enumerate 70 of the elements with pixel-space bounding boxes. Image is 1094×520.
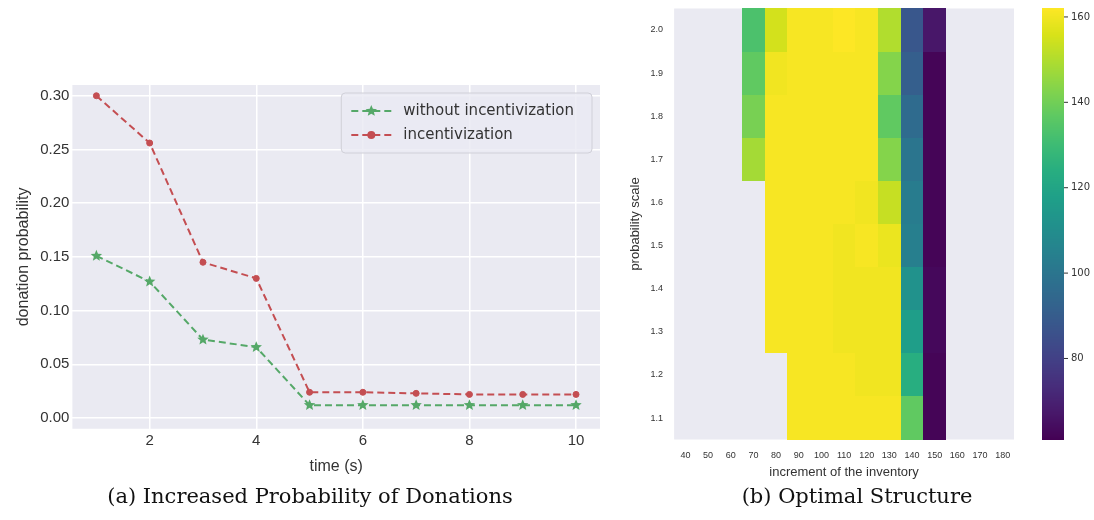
x-tick-label: 130 (881, 450, 897, 461)
x-tick-label: 2 (145, 430, 154, 448)
x-tick-label: 150 (927, 450, 943, 461)
y-tick-label: 1.6 (650, 196, 664, 207)
y-tick-label: 0.05 (40, 354, 70, 372)
color-bar-label: 160 (1071, 10, 1091, 22)
y-tick-label: 1.8 (650, 110, 664, 121)
point (359, 388, 367, 396)
y-tick-label: 0.00 (40, 408, 70, 426)
y-tick-label: 1.2 (650, 369, 664, 380)
x-tick-label: 4 (252, 430, 261, 448)
x-tick-label: 170 (972, 450, 988, 461)
point (92, 92, 100, 100)
point (143, 275, 156, 287)
x-tick-label: 50 (703, 450, 714, 461)
y-axis-title: donation probability (14, 187, 32, 327)
point (90, 249, 103, 261)
point (357, 399, 369, 411)
legend-label: without incentivization (403, 100, 575, 119)
y-tick-label: 0.15 (40, 247, 70, 265)
x-tick-label: 70 (748, 450, 759, 461)
point (252, 274, 260, 282)
x-tick-label: 8 (465, 430, 474, 448)
color-bar-label: 100 (1071, 266, 1091, 278)
x-tick-label: 80 (771, 450, 782, 461)
x-tick-label: 10 (567, 430, 585, 448)
y-tick-label: 0.25 (40, 139, 70, 157)
y-axis-title: probability scale (627, 177, 643, 271)
y-tick-label: 1.1 (650, 412, 664, 423)
y-tick-label: 1.7 (650, 153, 664, 164)
point (410, 399, 422, 411)
point (463, 399, 476, 411)
point (250, 341, 262, 352)
color-bar-label: 120 (1071, 181, 1091, 193)
x-tick-label: 90 (793, 450, 804, 461)
point (519, 390, 527, 398)
x-tick-label: 100 (813, 450, 829, 461)
point (465, 390, 473, 398)
y-tick-label: 1.5 (650, 240, 664, 251)
text: (a) Increased Probability of Donations (106, 484, 514, 508)
y-tick-label: 1.9 (650, 67, 664, 78)
point (146, 139, 154, 147)
point (517, 399, 529, 411)
x-tick-label: 60 (725, 450, 736, 461)
legend-label: incentivization (403, 124, 513, 143)
y-tick-label: 1.4 (650, 283, 664, 294)
text: (b) Optimal Structure (740, 484, 974, 508)
point (572, 390, 580, 398)
y-tick-label: 0.20 (40, 193, 70, 211)
y-tick-label: 1.3 (650, 326, 664, 337)
point (303, 399, 316, 411)
x-tick-label: 120 (859, 450, 875, 461)
x-tick-label: 140 (904, 450, 920, 461)
x-tick-label: 110 (836, 450, 852, 461)
x-axis-title: increment of the inventory (769, 463, 920, 479)
x-tick-label: 160 (949, 450, 965, 461)
point (306, 388, 314, 396)
x-tick-label: 40 (680, 450, 691, 461)
color-bar-label: 140 (1071, 95, 1091, 107)
point (412, 389, 420, 397)
x-tick-label: 180 (995, 450, 1011, 461)
point (199, 258, 207, 266)
y-tick-label: 0.10 (40, 300, 70, 318)
y-tick-label: 0.30 (40, 85, 70, 103)
x-tick-label: 6 (358, 430, 368, 448)
y-tick-label: 2.0 (650, 24, 664, 35)
point (570, 399, 582, 411)
color-bar-label: 80 (1071, 352, 1084, 364)
x-axis-title: time (s) (309, 456, 363, 474)
point (197, 333, 209, 345)
